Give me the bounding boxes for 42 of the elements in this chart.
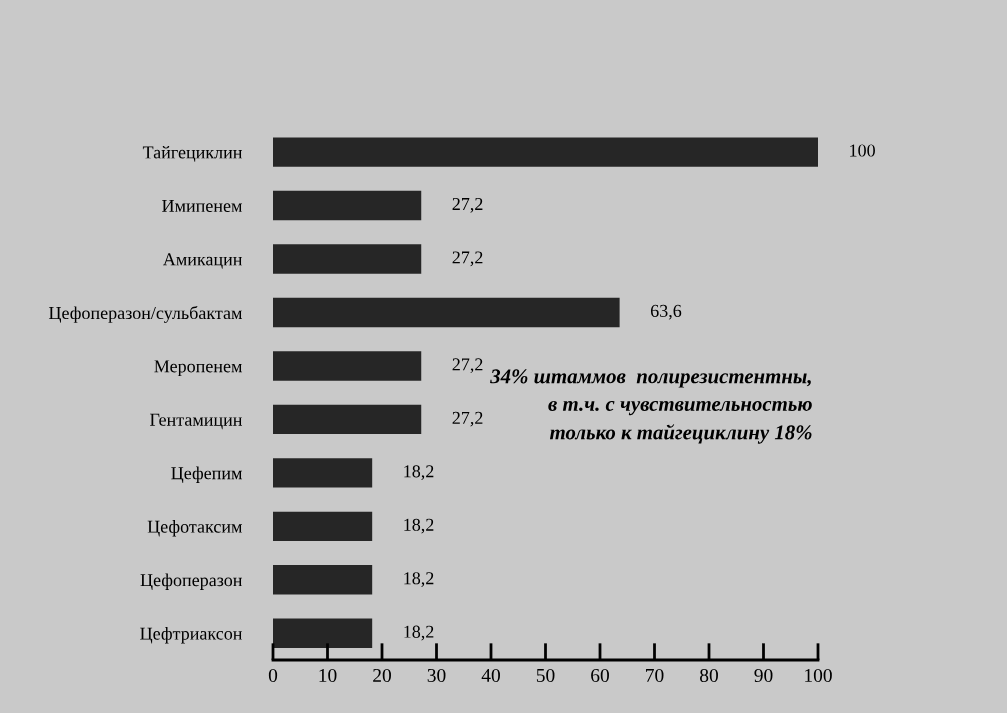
bar xyxy=(273,404,422,435)
bar xyxy=(273,351,422,381)
x-tick-label: 40 xyxy=(481,668,500,683)
bar xyxy=(273,190,422,221)
x-tick-label: 50 xyxy=(536,668,555,683)
x-tick-label: 90 xyxy=(754,668,773,683)
data-label: 18,2 xyxy=(404,572,434,587)
data-label: 27,2 xyxy=(452,197,483,213)
x-tick-label: 30 xyxy=(427,668,446,683)
bar xyxy=(273,618,373,648)
x-tick-label: 0 xyxy=(268,668,278,683)
y-tick-label: Цефтриаксон xyxy=(140,627,243,644)
bar xyxy=(273,565,373,595)
data-label: 27,2 xyxy=(452,358,483,374)
data-label: 18,2 xyxy=(404,465,434,480)
data-label: 27,2 xyxy=(452,411,483,427)
bar xyxy=(273,297,620,328)
x-tick-label: 60 xyxy=(591,668,609,683)
x-tick-label: 100 xyxy=(805,668,832,683)
data-label: 63,6 xyxy=(650,304,682,320)
y-tick-label: Гентамицин xyxy=(150,413,243,430)
bar xyxy=(273,137,818,167)
y-tick-label: Тайгециклин xyxy=(142,145,243,162)
data-label: 18,2 xyxy=(404,518,434,534)
annotation: 34% штаммов полирезистентны, в т.ч. с чувствительностью только к тайгециклину 18% xyxy=(490,369,812,444)
x-tick-label: 20 xyxy=(373,668,391,683)
y-tick-label: Амикацин xyxy=(162,253,243,269)
bar xyxy=(273,458,373,488)
data-label: 27,2 xyxy=(452,251,483,267)
data-label: 18,2 xyxy=(404,625,434,641)
y-tick-label: Имипенем xyxy=(162,199,243,212)
x-tick-label: 10 xyxy=(319,668,337,683)
bar xyxy=(273,511,373,542)
y-tick-label: Цефепим xyxy=(171,466,243,483)
y-tick-label: Цефотаксим xyxy=(147,520,243,537)
x-tick-label: 70 xyxy=(646,668,664,683)
y-tick-label: Цефоперазон xyxy=(140,573,243,590)
data-label: 100 xyxy=(850,144,875,157)
x-tick-label: 80 xyxy=(700,668,718,683)
y-tick-label: Меропенем xyxy=(154,360,243,377)
y-tick-label: Цефоперазон/сульбактам xyxy=(48,306,243,323)
bar xyxy=(273,244,422,274)
